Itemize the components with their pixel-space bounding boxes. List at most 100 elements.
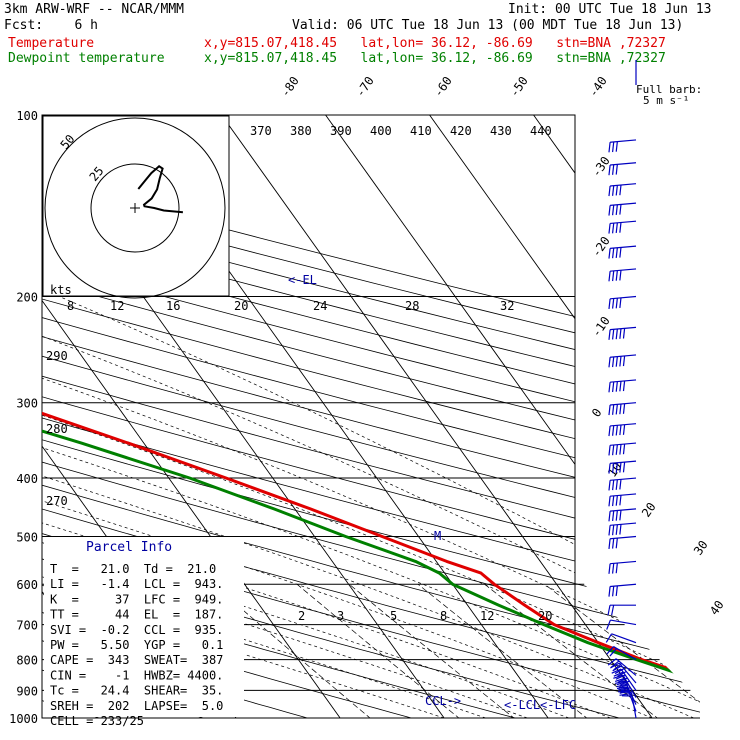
ccl-marker: CCL-> — [425, 694, 461, 708]
theta-left-label: 270 — [46, 494, 68, 508]
wind-barb — [608, 379, 637, 393]
dry-adiabat — [42, 115, 700, 718]
parcel-row: Tc = 24.4 SHEAR= 35. — [50, 684, 223, 698]
theta-label: 390 — [330, 124, 352, 138]
wind-barb — [608, 493, 637, 507]
thetae-label: 12 — [110, 299, 124, 313]
mixing-ratio-label: 5 — [390, 609, 397, 623]
dry-adiabat — [42, 115, 700, 718]
wind-barb — [606, 619, 637, 630]
parcel-row: K = 37 LFC = 949. — [50, 592, 223, 606]
wind-barb — [608, 535, 637, 549]
dry-adiabat — [42, 115, 700, 718]
parcel-row: T = 21.0 Td = 21.0 — [50, 562, 216, 576]
wind-barb — [608, 139, 637, 153]
wind-barb — [608, 326, 637, 340]
theta-left-label: 280 — [46, 422, 68, 436]
wind-barb — [608, 460, 637, 474]
wind-barb — [608, 402, 637, 416]
wind-barb — [608, 508, 637, 522]
moist-adiabat — [42, 296, 445, 718]
wind-legend-line2: 5 m s⁻¹ — [643, 94, 689, 107]
thetae-label: 16 — [166, 299, 180, 313]
hodo-box — [42, 115, 230, 297]
temperature-legend: Temperature — [8, 36, 95, 51]
model-title: 3km ARW-WRF -- NCAR/MMM — [4, 2, 185, 17]
wind-barb — [608, 560, 637, 574]
wind-barb — [608, 202, 637, 216]
isotherm — [221, 115, 662, 718]
wind-barb — [608, 220, 637, 234]
hodo-units: kts — [50, 283, 72, 297]
dry-adiabat — [42, 115, 700, 718]
mixing-ratio-line — [296, 583, 475, 718]
wind-barb — [607, 604, 636, 616]
mixing-ratio-line — [348, 583, 531, 718]
wind-barb — [608, 268, 637, 282]
wind-barb — [606, 646, 637, 661]
pressure-tick-label: 500 — [16, 530, 38, 544]
dry-adiabat — [42, 115, 700, 718]
parcel-row: SREH = 202 LAPSE= 5.0 — [50, 699, 223, 713]
pressure-tick-label: 400 — [16, 472, 38, 486]
mixing-ratio-label: 2 — [298, 609, 305, 623]
parcel-row: CELL = 233/25 — [50, 714, 144, 728]
theta-label: 430 — [490, 124, 512, 138]
wind-barb — [608, 442, 637, 456]
dry-adiabat — [42, 115, 700, 718]
dry-adiabat — [42, 115, 700, 718]
wind-barbs — [605, 60, 637, 719]
thetae-label: 32 — [500, 299, 514, 313]
theta-label: 400 — [370, 124, 392, 138]
wind-barb — [608, 183, 637, 197]
pressure-tick-label: 600 — [16, 578, 38, 592]
isotherm — [0, 115, 37, 731]
pressure-tick-label: 700 — [16, 619, 38, 633]
dry-adiabat — [42, 115, 700, 718]
isotherm — [42, 115, 350, 718]
parcel-info-panel: Parcel Info T = 21.0 Td = 21.0LI = -1.4 … — [44, 537, 244, 728]
theta-label: 410 — [410, 124, 432, 138]
pressure-tick-label: 800 — [16, 654, 38, 668]
isotherm-label: 30 — [691, 538, 711, 558]
isotherm-label: -60 — [431, 74, 455, 100]
wind-barb — [608, 162, 637, 176]
wind-barb — [608, 522, 637, 536]
mixing-ratio-label: 8 — [440, 609, 447, 623]
parcel-row: CAPE = 343 SWEAT= 387 — [50, 653, 223, 667]
pressure-tick-label: 300 — [16, 397, 38, 411]
hodo-ring — [90, 163, 180, 253]
temperature-location: x,y=815.07,418.45 lat,lon= 36.12, -86.69… — [204, 36, 666, 51]
mixing-ratio-line — [544, 583, 700, 718]
lfc-marker: <-LFC — [540, 698, 576, 712]
moist-adiabat — [42, 296, 700, 718]
wind-barb — [608, 354, 637, 368]
isotherm-label: 20 — [639, 500, 659, 520]
isotherm-label: -80 — [278, 74, 302, 100]
mixing-ratio-label: 20 — [538, 609, 552, 623]
mixing-ratio-line — [417, 583, 604, 718]
dry-adiabat — [42, 115, 459, 718]
theta-label: 380 — [290, 124, 312, 138]
hodo-trace — [137, 165, 183, 214]
lcl-marker: <-LCL — [504, 698, 540, 712]
dry-adiabat — [42, 115, 700, 718]
wind-barb — [608, 477, 637, 491]
forecast-hour: Fcst: 6 h — [4, 18, 98, 33]
mixing-ratio-label: 12 — [480, 609, 494, 623]
theta-label: 440 — [530, 124, 552, 138]
isotherm-label: 40 — [707, 598, 727, 618]
wind-barb — [608, 423, 637, 437]
wind-barb — [608, 295, 637, 309]
hodo-ring — [44, 117, 226, 299]
isotherm-label: -50 — [507, 74, 531, 100]
dry-adiabat — [42, 115, 565, 718]
thetae-label: 24 — [313, 299, 327, 313]
parcel-row: LI = -1.4 LCL = 943. — [50, 577, 223, 591]
parcel-title: Parcel Info — [86, 540, 172, 555]
thetae-label: 20 — [234, 299, 248, 313]
m-marker: M — [434, 529, 441, 543]
theta-label: 420 — [450, 124, 472, 138]
hodograph — [42, 115, 230, 299]
dry-adiabat — [42, 115, 700, 718]
